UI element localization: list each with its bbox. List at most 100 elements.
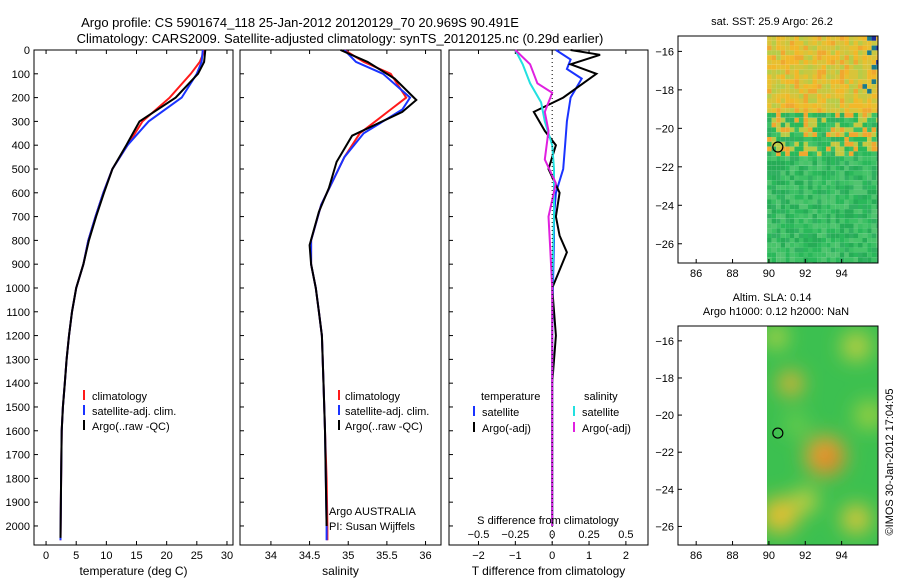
sst-cell bbox=[844, 185, 849, 190]
sst-cell bbox=[858, 127, 863, 133]
sst-cell bbox=[798, 151, 804, 157]
sst-cell bbox=[871, 194, 877, 200]
sst-cell bbox=[821, 122, 827, 128]
sst-cell bbox=[871, 141, 877, 147]
sst-cell bbox=[789, 218, 795, 224]
sst-cell bbox=[780, 36, 786, 41]
sst-cell bbox=[867, 247, 872, 253]
sst-cell bbox=[817, 127, 822, 133]
sst-cell bbox=[798, 88, 804, 94]
sst-cell bbox=[780, 218, 786, 224]
sst-cell bbox=[785, 156, 790, 161]
sst-cell bbox=[876, 257, 878, 262]
sst-cell bbox=[862, 189, 868, 195]
sst-cell bbox=[862, 165, 868, 171]
sst-cell bbox=[862, 112, 868, 118]
sst-cell bbox=[794, 103, 799, 109]
sst-cell bbox=[835, 213, 840, 219]
map-y-tick-label: −26 bbox=[655, 521, 674, 533]
sst-cell bbox=[867, 127, 872, 133]
sst-cell bbox=[871, 204, 877, 210]
sst-cell bbox=[853, 238, 859, 243]
sst-cell bbox=[812, 238, 818, 243]
sst-cell bbox=[867, 84, 872, 89]
sst-cell bbox=[776, 199, 781, 205]
sst-cell bbox=[812, 50, 818, 56]
sst-cell bbox=[812, 146, 818, 152]
sst-cell bbox=[862, 60, 868, 65]
sst-cell bbox=[789, 204, 795, 210]
map-x-tick-label: 92 bbox=[799, 268, 811, 280]
sst-cell bbox=[789, 213, 795, 219]
sst-cell bbox=[817, 242, 822, 248]
sst-cell bbox=[812, 194, 818, 200]
sst-cell bbox=[767, 218, 772, 224]
sst-cell bbox=[830, 213, 836, 219]
sst-cell bbox=[821, 228, 827, 234]
sst-cell bbox=[826, 141, 831, 147]
sst-cell bbox=[826, 170, 831, 176]
sla-anomaly-blob bbox=[778, 371, 803, 396]
annotation-pi: PI: Susan Wijffels bbox=[329, 521, 415, 533]
legend-label: satellite-adj. clim. bbox=[345, 406, 429, 418]
sst-cell bbox=[835, 146, 840, 152]
sst-cell bbox=[867, 151, 872, 157]
sst-cell bbox=[867, 108, 872, 113]
sst-cell bbox=[803, 156, 809, 161]
sst-cell bbox=[821, 213, 827, 219]
sst-cell bbox=[848, 194, 854, 200]
sst-cell bbox=[776, 247, 781, 253]
sst-cell bbox=[798, 161, 804, 166]
temperature-profile-chart: 0 5 10 15 20 25 300100200300400500600700800900… bbox=[6, 45, 234, 578]
sst-cell bbox=[803, 127, 809, 133]
sst-cell bbox=[876, 103, 878, 109]
sst-cell bbox=[848, 189, 854, 195]
sst-cell bbox=[812, 151, 818, 157]
sst-cell bbox=[812, 180, 818, 186]
sst-cell bbox=[794, 151, 799, 157]
sst-cell bbox=[776, 252, 781, 258]
sst-cell bbox=[776, 36, 781, 41]
argo-location-marker bbox=[772, 427, 784, 439]
sst-cell bbox=[803, 185, 809, 190]
sst-cell bbox=[858, 213, 863, 219]
sst-cell bbox=[821, 247, 827, 253]
sst-cell bbox=[812, 79, 818, 85]
sst-cell bbox=[812, 36, 818, 41]
sst-cell bbox=[830, 84, 836, 89]
sst-cell bbox=[830, 117, 836, 123]
sst-cell bbox=[789, 156, 795, 161]
legend-header-temperature: temperature bbox=[481, 391, 540, 403]
sst-cell bbox=[848, 146, 854, 152]
sst-cell bbox=[808, 180, 813, 186]
sst-cell bbox=[871, 79, 877, 85]
sst-cell bbox=[853, 218, 859, 224]
sst-cell bbox=[858, 50, 863, 56]
sst-cell bbox=[826, 175, 831, 181]
sst-cell bbox=[826, 223, 831, 229]
sst-cell bbox=[848, 238, 854, 243]
sst-cell bbox=[853, 40, 859, 46]
sst-cell bbox=[858, 194, 863, 200]
sst-cell bbox=[803, 79, 809, 85]
sst-cell bbox=[780, 60, 786, 65]
sst-cell bbox=[858, 180, 863, 186]
sst-cell bbox=[767, 194, 772, 200]
sst-cell bbox=[803, 238, 809, 243]
salinity-scale-tick-label: −0.5 bbox=[468, 529, 490, 541]
sst-cell bbox=[785, 151, 790, 157]
sst-cell bbox=[858, 165, 863, 171]
sst-cell bbox=[876, 88, 878, 94]
sst-cell bbox=[867, 170, 872, 176]
sst-cell bbox=[780, 127, 786, 133]
sst-cell bbox=[794, 60, 799, 65]
sst-cell bbox=[794, 194, 799, 200]
sla-map-title: Altim. SLA: 0.14 bbox=[733, 292, 812, 304]
sst-cell bbox=[835, 156, 840, 161]
sst-cell bbox=[808, 98, 813, 104]
sst-cell bbox=[876, 93, 878, 99]
sst-cell bbox=[839, 185, 845, 190]
sst-cell bbox=[794, 228, 799, 234]
sst-cell bbox=[835, 98, 840, 104]
sst-cell bbox=[803, 151, 809, 157]
